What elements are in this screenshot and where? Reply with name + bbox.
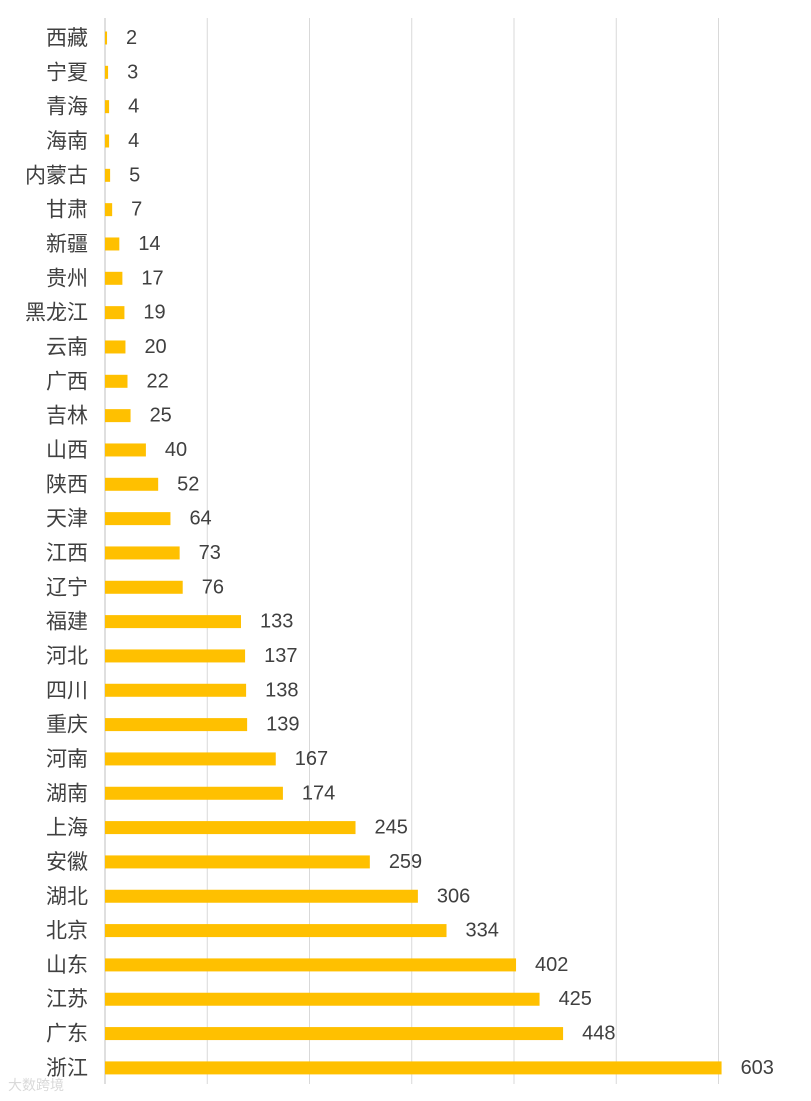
bar [105,649,246,663]
category-label: 黑龙江 [25,301,88,325]
category-label: 湖南 [46,781,88,805]
bar [105,752,276,766]
category-label: 陕西 [46,472,88,496]
category-label: 广西 [46,369,88,393]
bar [105,31,108,45]
watermark: 大数跨境 [8,1078,64,1094]
data-label: 19 [143,302,165,324]
category-label: 内蒙古 [25,163,88,187]
bar [105,718,248,732]
data-label: 25 [150,405,172,427]
category-label: 辽宁 [46,575,88,599]
bar [105,374,128,388]
bar [105,855,370,869]
category-label: 青海 [46,95,88,119]
bars [105,31,722,1075]
data-label: 64 [189,508,211,530]
bar [105,134,110,148]
data-label: 20 [144,336,166,358]
category-label: 山西 [46,438,88,462]
data-label: 137 [264,645,297,667]
data-label: 334 [466,920,499,942]
bar [105,580,183,594]
bar [105,683,247,697]
data-label: 139 [266,714,299,736]
category-label: 甘肃 [46,198,88,222]
category-label: 宁夏 [46,60,88,84]
data-label: 603 [741,1057,774,1079]
category-label: 江苏 [46,987,88,1011]
bar [105,237,120,251]
bar [105,615,241,629]
category-label: 四川 [46,678,88,702]
bar [105,889,418,903]
bar [105,100,110,114]
category-label: 河南 [46,747,88,771]
data-label: 4 [128,130,139,152]
data-label: 133 [260,611,293,633]
category-label: 安徽 [46,850,88,874]
category-label: 云南 [46,335,88,359]
bar [105,1027,564,1041]
data-label: 402 [535,954,568,976]
bar [105,546,180,560]
data-label: 52 [177,473,199,495]
data-label: 2 [126,27,137,49]
data-label: 425 [559,988,592,1010]
category-label: 山东 [46,953,88,977]
category-label: 新疆 [46,232,88,256]
category-labels: 西藏宁夏青海海南内蒙古甘肃新疆贵州黑龙江云南广西吉林山西陕西天津江西辽宁福建河北… [25,26,88,1080]
category-label: 福建 [46,610,88,634]
data-label: 22 [146,370,168,392]
bar [105,168,111,182]
data-label: 448 [582,1023,615,1045]
category-label: 海南 [46,129,88,153]
bar [105,924,447,938]
category-label: 广东 [46,1022,88,1046]
data-label: 259 [389,851,422,873]
bar [105,409,131,423]
category-label: 天津 [46,507,88,531]
category-label: 上海 [46,816,88,840]
bar [105,958,517,972]
data-label: 3 [127,61,138,83]
bar [105,477,159,491]
data-label: 14 [138,233,160,255]
data-label: 138 [265,679,298,701]
data-label: 167 [295,748,328,770]
data-label: 4 [128,96,139,118]
category-label: 河北 [46,644,88,668]
bar [105,340,126,354]
bar [105,443,146,457]
data-label: 73 [199,542,221,564]
gridlines [104,18,719,1084]
bar [105,786,283,800]
bar [105,1061,722,1075]
bar [105,203,113,217]
data-label: 7 [131,199,142,221]
bar [105,992,540,1006]
category-label: 江西 [46,541,88,565]
data-label: 174 [302,782,335,804]
category-label: 湖北 [46,884,88,908]
bar [105,512,171,526]
bar [105,65,109,79]
bar [105,821,356,835]
category-label: 北京 [46,919,88,943]
data-label: 17 [141,267,163,289]
category-label: 吉林 [46,404,88,428]
bar [105,271,123,285]
bar [105,306,125,320]
data-label: 306 [437,885,470,907]
data-label: 76 [202,576,224,598]
category-label: 浙江 [46,1056,88,1080]
category-label: 贵州 [46,266,88,290]
data-label: 245 [375,817,408,839]
data-label: 5 [129,164,140,186]
category-label: 重庆 [46,713,88,737]
value-labels: 2 3 4 4 5 7 14 17 19 20 22 25 40 52 64 73 76 133 137 138 139… [126,27,774,1079]
category-label: 西藏 [46,26,88,50]
data-label: 40 [165,439,187,461]
